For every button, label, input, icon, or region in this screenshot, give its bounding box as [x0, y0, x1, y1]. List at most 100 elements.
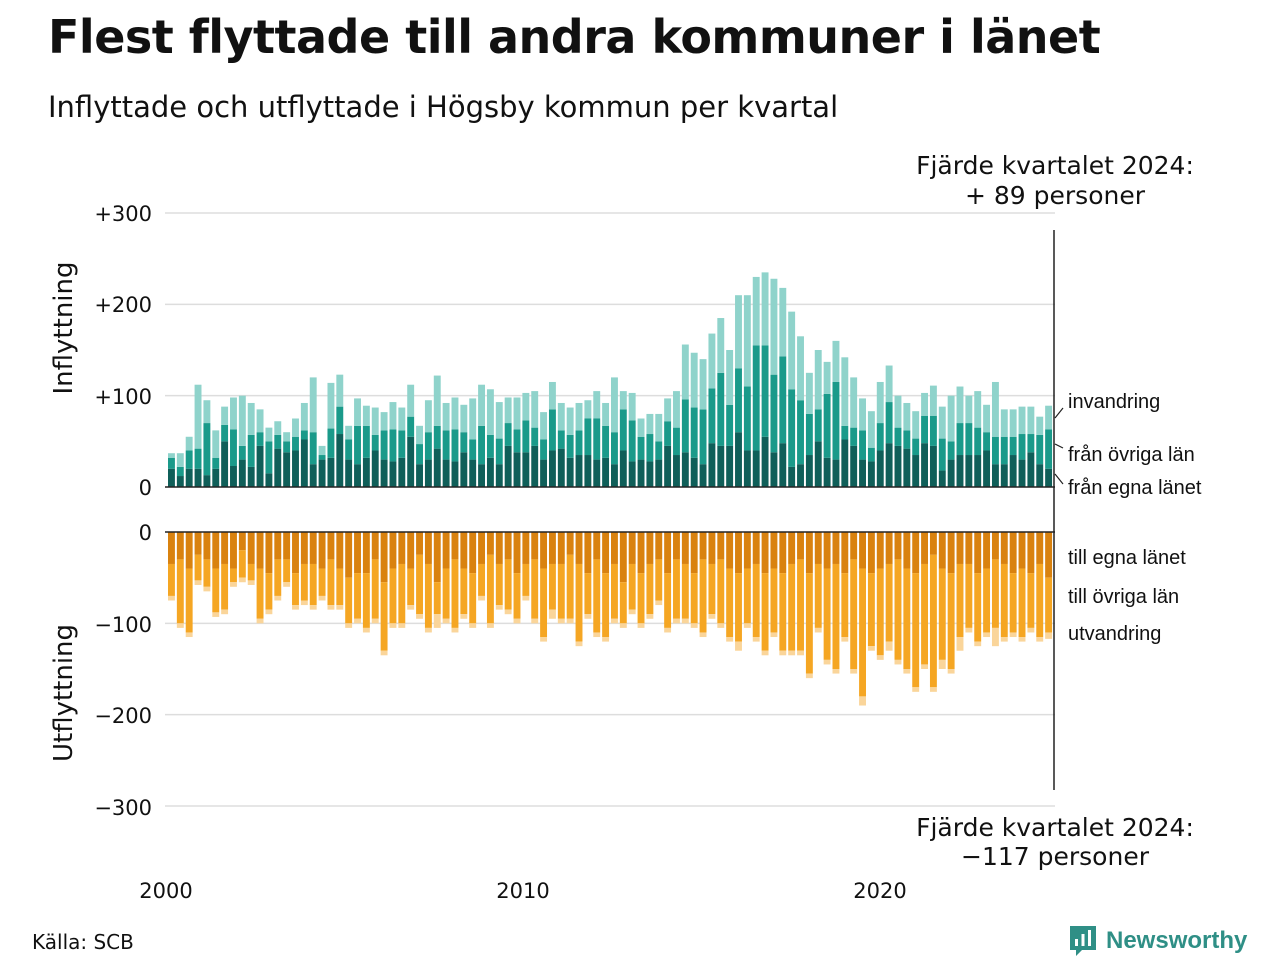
- bar-out-2-52: [628, 609, 636, 615]
- bar-in-0-10: [256, 445, 264, 487]
- bar-out-1-6: [221, 563, 229, 610]
- bar-out-1-25: [389, 568, 397, 624]
- bar-in-0-1: [176, 476, 184, 487]
- bar-in-2-5: [212, 430, 220, 458]
- bar-out-1-68: [770, 568, 778, 633]
- bar-out-1-74: [823, 568, 831, 660]
- bar-in-1-73: [814, 409, 822, 442]
- bar-out-1-5: [212, 568, 220, 613]
- bar-in-1-83: [903, 430, 911, 449]
- bar-in-1-99: [1045, 429, 1053, 469]
- bar-out-1-7: [230, 568, 237, 583]
- bar-in-2-61: [708, 333, 716, 389]
- bar-out-0-22: [362, 532, 370, 574]
- bar-out-1-37: [495, 563, 503, 606]
- bar-out-0-64: [735, 532, 742, 574]
- bar-out-1-26: [398, 563, 406, 624]
- bar-out-2-69: [779, 650, 787, 656]
- bar-in-1-15: [300, 430, 308, 440]
- bar-in-1-30: [433, 425, 441, 449]
- bar-in-1-25: [389, 429, 397, 462]
- bar-in-1-70: [788, 389, 796, 467]
- bar-in-1-94: [1000, 436, 1008, 465]
- bar-out-0-67: [761, 532, 769, 574]
- bar-out-2-65: [743, 623, 751, 628]
- bar-in-0-68: [770, 452, 778, 487]
- ytick-out-0: 0: [139, 521, 152, 545]
- bar-out-2-46: [575, 641, 583, 647]
- bar-out-0-39: [513, 532, 521, 574]
- bar-in-2-99: [1045, 405, 1053, 430]
- bar-out-0-90: [965, 532, 973, 564]
- bar-in-2-95: [1009, 409, 1017, 437]
- bar-in-0-98: [1036, 464, 1044, 487]
- bar-in-2-91: [974, 391, 982, 428]
- bar-out-1-38: [504, 559, 512, 610]
- bar-in-2-84: [912, 411, 920, 439]
- brand-logo[interactable]: Newsworthy: [1068, 924, 1247, 958]
- bar-in-2-32: [451, 397, 459, 430]
- bar-out-1-13: [283, 559, 291, 583]
- bar-out-2-34: [469, 623, 477, 628]
- bar-in-1-69: [779, 356, 787, 444]
- bar-in-1-74: [823, 393, 831, 458]
- bar-out-0-9: [247, 532, 255, 564]
- bar-in-0-59: [690, 457, 698, 487]
- bar-in-2-46: [575, 402, 583, 431]
- bar-in-1-77: [850, 427, 858, 446]
- bar-in-2-47: [584, 400, 592, 419]
- bar-in-2-58: [681, 344, 689, 400]
- bar-out-1-2: [185, 568, 193, 633]
- bar-out-1-33: [460, 568, 468, 615]
- bar-in-1-92: [983, 432, 991, 451]
- bar-in-0-84: [912, 455, 920, 487]
- bar-out-1-88: [947, 573, 955, 669]
- bar-out-2-27: [407, 605, 415, 610]
- bar-out-2-8: [238, 577, 246, 583]
- bar-out-1-14: [292, 573, 299, 606]
- bar-out-0-98: [1036, 532, 1044, 564]
- bar-in-1-10: [256, 432, 264, 446]
- bar-out-0-50: [611, 532, 618, 564]
- bar-in-0-88: [947, 459, 955, 487]
- bar-out-2-38: [504, 609, 512, 615]
- bar-in-2-78: [859, 398, 866, 431]
- bar-out-2-56: [664, 627, 672, 633]
- bar-in-0-34: [469, 459, 477, 487]
- bar-in-0-60: [699, 464, 707, 487]
- bar-out-0-26: [398, 532, 406, 564]
- ytick-out-300: −300: [94, 796, 152, 820]
- bar-out-0-96: [1018, 532, 1026, 569]
- bar-out-2-42: [540, 637, 548, 642]
- bar-out-1-43: [548, 563, 556, 610]
- bar-out-1-45: [566, 554, 574, 619]
- bar-in-1-26: [398, 430, 406, 458]
- bar-out-1-72: [805, 573, 813, 674]
- bar-in-0-15: [300, 439, 308, 487]
- bar-out-2-73: [814, 627, 822, 633]
- annotation-out-line1: Fjärde kvartalet 2024:: [916, 813, 1194, 842]
- bar-out-2-29: [424, 627, 432, 633]
- bar-in-0-96: [1018, 459, 1026, 487]
- bar-in-2-48: [593, 391, 601, 419]
- bar-in-0-31: [442, 459, 450, 487]
- bar-out-2-9: [247, 580, 255, 585]
- bar-in-1-61: [708, 388, 716, 444]
- bar-in-2-7: [230, 397, 237, 430]
- bar-out-0-32: [451, 532, 459, 560]
- bar-in-1-56: [664, 421, 672, 446]
- bar-out-1-96: [1018, 568, 1026, 638]
- bar-in-1-40: [522, 420, 530, 453]
- bar-in-2-11: [265, 427, 273, 442]
- bar-out-1-84: [912, 573, 920, 688]
- bar-in-1-54: [646, 434, 654, 462]
- bar-in-2-45: [566, 407, 574, 435]
- bar-in-1-57: [673, 427, 680, 456]
- bar-in-1-86: [929, 415, 937, 446]
- bar-out-1-51: [619, 582, 627, 624]
- bar-out-2-93: [991, 627, 999, 647]
- bar-out-2-3: [194, 580, 202, 585]
- bar-in-2-39: [513, 397, 521, 430]
- bar-out-0-3: [194, 532, 202, 555]
- bar-out-0-29: [424, 532, 432, 564]
